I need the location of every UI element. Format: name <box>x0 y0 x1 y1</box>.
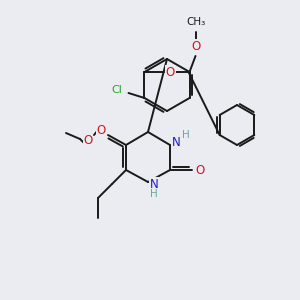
Text: O: O <box>191 40 200 52</box>
Text: O: O <box>166 65 175 79</box>
Text: Cl: Cl <box>111 85 122 95</box>
Text: O: O <box>96 124 106 136</box>
Text: N: N <box>172 136 180 149</box>
Text: O: O <box>83 134 93 148</box>
Text: CH₃: CH₃ <box>186 17 205 27</box>
Text: H: H <box>182 130 190 140</box>
Text: N: N <box>150 178 158 190</box>
Text: O: O <box>195 164 205 176</box>
Text: H: H <box>150 189 158 199</box>
